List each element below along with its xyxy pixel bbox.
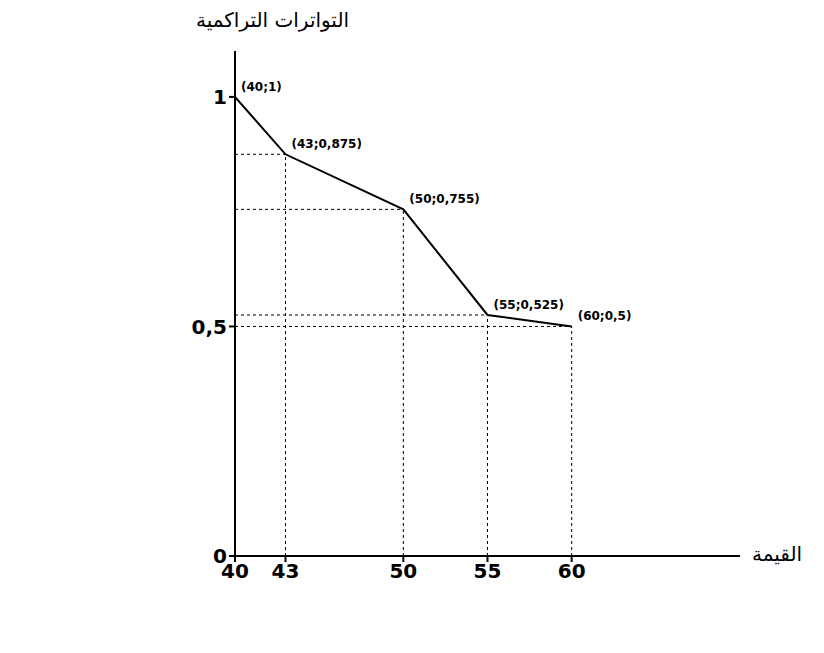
svg-text:(55;0,525): (55;0,525) bbox=[494, 298, 564, 312]
svg-text:(50;0,755): (50;0,755) bbox=[409, 192, 479, 206]
svg-text:(43;0,875): (43;0,875) bbox=[292, 137, 362, 151]
svg-text:1: 1 bbox=[213, 85, 227, 109]
svg-text:(40;1): (40;1) bbox=[241, 80, 282, 94]
svg-text:60: 60 bbox=[558, 559, 586, 583]
svg-text:50: 50 bbox=[389, 559, 417, 583]
svg-text:0: 0 bbox=[213, 544, 227, 568]
svg-text:40: 40 bbox=[221, 559, 249, 584]
svg-text:(60;0,5): (60;0,5) bbox=[578, 309, 632, 323]
svg-text:0,5: 0,5 bbox=[192, 315, 227, 339]
html-text:القيمة: القيمة bbox=[752, 542, 803, 566]
svg-text:43: 43 bbox=[272, 559, 300, 583]
svg-text:55: 55 bbox=[474, 559, 502, 583]
html-text:التواترات التراكمية: التواترات التراكمية bbox=[196, 8, 349, 32]
